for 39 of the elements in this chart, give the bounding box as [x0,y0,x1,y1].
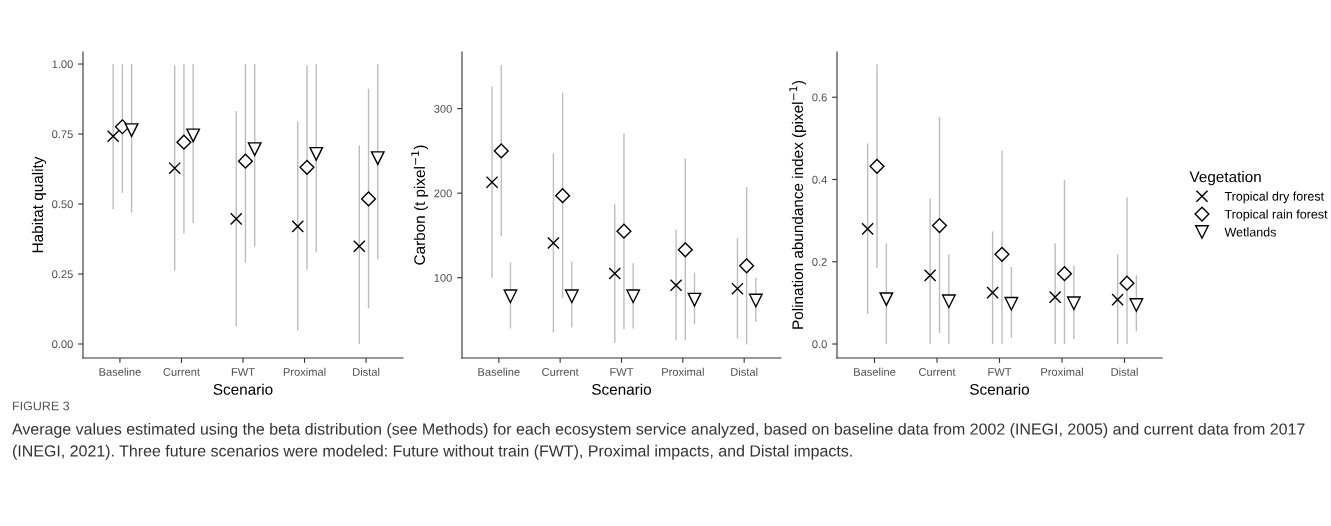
x-tick-label: FWT [610,368,634,376]
y-tick-label: 200 [434,189,452,198]
y-tick-label: 0.6 [812,93,827,102]
y-tick-label: 0.4 [812,175,827,184]
y-axis-title: Carbon (t pixel$^{−1}$) [411,145,429,265]
x-tick-label: Baseline [854,367,896,376]
x-tick-label: Distal [353,367,380,376]
y-tick-label: 0.00 [52,340,73,349]
y-tick-label: 100 [434,273,452,282]
y-tick-label: 0.50 [52,200,73,209]
y-tick-label: 300 [434,104,452,113]
legend-label: Tropical rain forest [1224,209,1328,222]
x-tick-label: Current [542,368,579,376]
x-axis-title: Scenario [970,383,1030,395]
x-tick-label: FWT [988,368,1012,376]
x-tick-label: Proximal [283,367,326,376]
x-tick-label: Current [919,368,956,376]
legend-title: Vegetation [1189,171,1261,186]
text: Average values estimated using the beta distribution (see Methods) for each ecosystem service analyzed, based on baseline data from 2002 (INEGI, 2005) and current data from 2017 (INEGI, 2021). Three future scenarios were modeled: Future without train (FWT), Proximal impacts, and Distal impacts. [12,423,1305,460]
y-tick-label: 0.25 [52,270,73,279]
x-tick-label: Baseline [99,367,141,376]
x-tick-label: Proximal [1041,367,1083,376]
x-tick-label: Distal [1111,367,1138,376]
caption: FIGURE 3 [13,401,70,411]
y-tick-label: 0.75 [52,130,73,139]
x-tick-label: Current [163,368,200,376]
y-axis-title: Polination abundance index (pixel$^{−1}$) [789,81,807,329]
legend-label: Tropical dry forest [1224,191,1324,204]
x-tick-label: Baseline [478,367,520,376]
y-tick-label: 0.2 [812,258,827,266]
legend-label: Wetlands [1224,227,1276,237]
x-tick-label: Proximal [662,367,704,376]
y-tick-label: 1.00 [52,60,73,69]
y-axis-title: Habitat quality [31,156,47,253]
y-tick-label: 0.0 [812,340,827,349]
x-tick-label: Distal [731,367,758,376]
x-axis-title: Scenario [213,383,273,395]
x-axis-title: Scenario [592,383,652,395]
x-tick-label: FWT [231,368,255,376]
